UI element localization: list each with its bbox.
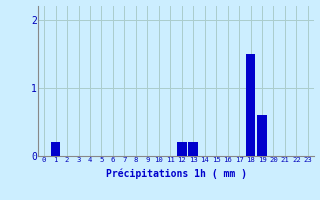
- Bar: [177, 142, 187, 156]
- Bar: [257, 115, 267, 156]
- Bar: [188, 142, 198, 156]
- X-axis label: Précipitations 1h ( mm ): Précipitations 1h ( mm ): [106, 169, 246, 179]
- Bar: [246, 54, 255, 156]
- Bar: [51, 142, 60, 156]
